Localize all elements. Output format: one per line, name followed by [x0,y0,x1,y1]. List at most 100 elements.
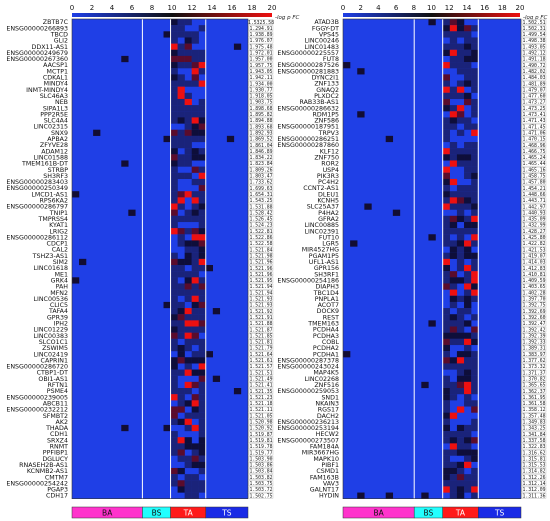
fold-change-box [248,179,274,185]
heatmap-cell [449,221,458,229]
heatmap-cell [170,412,178,419]
fold-change-value: 1.521.94 [249,290,272,296]
gene-label: ENSG00000266893 [6,25,68,32]
heatmap-cell [170,314,178,321]
heatmap-cell [471,172,479,179]
heatmap-cell [184,98,192,106]
fold-change-box [248,31,274,38]
heatmap-cell [343,351,351,358]
heatmap-cell [198,363,206,370]
fold-change-value: 1.521.91 [249,315,272,321]
heatmap-cell [471,185,479,192]
fold-change-value: 1.357.48 [522,413,545,419]
heatmap-cell [198,369,206,376]
heatmap-cell [357,68,365,75]
gene-label: LINC02391 [304,228,339,235]
fold-change-box [521,265,547,271]
heatmap-cell [198,486,206,493]
fold-change-value: 1.521.93 [249,303,272,309]
heatmap-cell [170,277,178,284]
gene-label: SRXZ4 [47,437,68,444]
heatmap-cell [177,234,185,241]
heatmap-cell [170,431,178,438]
heatmap-cell [471,486,479,493]
heatmap-cell [177,480,185,487]
fold-change-box [521,197,547,204]
heatmap-cell [449,105,458,112]
gene-label: INMT-MINDY4 [26,87,68,94]
heatmap-cell [442,234,450,241]
heatmap-cell [449,197,458,204]
fold-change-value: 1.503.86 [249,463,272,469]
fold-change-box [521,289,547,296]
heatmap-cell [177,240,185,247]
fold-change-box [248,222,274,228]
heatmap-cell [464,55,472,63]
fold-change-box [248,117,274,124]
fold-change-box [248,234,274,241]
fold-change-box [248,259,274,265]
fold-change-value: 1.362.37 [522,389,545,395]
gene-label: CTBP1-DT [37,370,68,377]
heatmap-cell [177,215,185,223]
heatmap-cell [449,474,458,481]
gene-label: PGAP3 [47,487,68,494]
fold-change-box [521,308,547,314]
fold-change-box [248,111,274,118]
gene-label: FAM163B [310,474,339,481]
heatmap-cell [198,252,206,259]
fold-change-value: 1.403.65 [522,284,545,290]
fold-change-value: 1.520.92 [249,426,272,432]
heatmap-cell [191,105,199,112]
heatmap-cell [442,351,450,358]
heatmap-cell [442,314,450,321]
heatmap-cell [471,283,479,290]
heatmap-cell [191,129,199,136]
heatmap-cell [170,178,178,186]
heatmap-cell [471,203,479,210]
gene-label: USP4 [323,167,339,174]
heatmap-cell [442,258,450,266]
gene-label: LINC01588 [33,154,68,161]
fold-change-box [248,382,274,388]
heatmap-cell [442,271,450,278]
heatmap-cell [464,486,472,493]
fold-change-box [521,173,547,179]
heatmap-cell [464,271,472,278]
heatmap-cell [456,406,465,413]
fold-change-value: 1.392.39 [522,333,545,339]
heatmap-cell [456,295,465,302]
fold-change-value: 1.503.84 [249,469,272,475]
heatmap-cell [442,191,450,198]
fold-change-value: 1.503.82 [249,475,272,481]
heatmap-cell [449,492,458,499]
heatmap-cell [170,443,178,450]
fold-change-box [521,179,547,185]
heatmap-cell [177,129,185,136]
fold-change-value: 1.521.95 [249,278,272,284]
fold-change-value: 1.493.05 [522,44,545,50]
heatmap-cell [198,301,206,309]
heatmap-cell [198,148,206,155]
fold-change-box [521,332,547,339]
fold-change-value: 1.938.89 [249,32,272,38]
gene-label: FUT8 [323,56,339,63]
fold-change-box [248,246,274,253]
gene-label: LINC02419 [33,351,68,358]
heatmap-panel-right: ATAD3B 1.502.51 FGGY-DT 1.502.31 VPS45 1.499.… [277,18,547,500]
fold-change-value: 1.383.97 [522,352,545,358]
gene-label: DOCK9 [317,308,339,315]
heatmap-cell [170,215,178,223]
fold-change-box [248,43,274,50]
fold-change-box [248,240,274,247]
heatmap-cell [442,19,450,26]
gene-label: LINC00383 [33,333,68,340]
heatmap-cell [385,492,394,499]
heatmap-cell [456,338,465,346]
heatmap-cell [464,474,472,481]
heatmap-cell [464,375,472,382]
gene-label: CDKAL1 [43,75,68,82]
gene-label: ENSG00000273507 [277,437,339,444]
heatmap-cell [184,412,192,419]
fold-change-box [521,68,547,74]
